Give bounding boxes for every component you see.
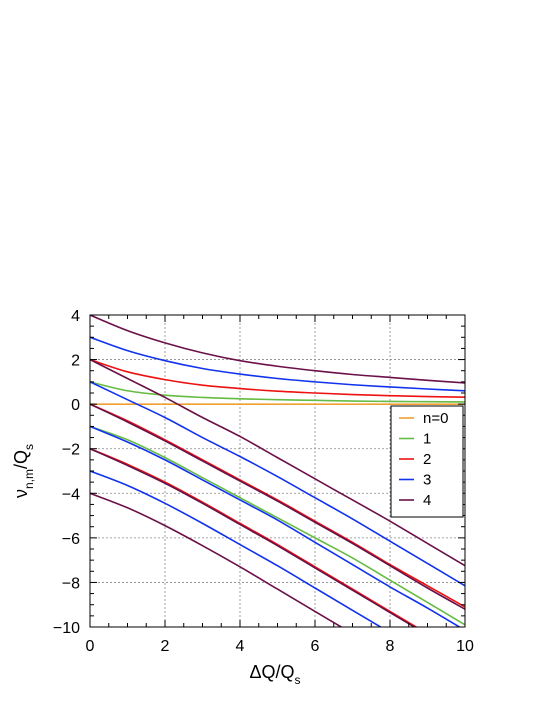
y-axis-label: νn,m/Qs [11,444,36,498]
legend-label-0: n=0 [423,410,448,427]
y-tick-label: −6 [62,531,80,548]
series-line-3-2 [90,425,461,627]
series-line-4-4 [90,492,343,627]
y-tick-label: 0 [71,397,80,414]
legend-label-4: 4 [423,492,431,509]
x-tick-label: 0 [86,638,95,655]
series-line-1-0 [90,381,465,403]
legend-label-3: 3 [423,472,431,489]
x-tick-label: 10 [456,638,474,655]
y-tick-label: 2 [71,353,80,370]
x-axis-label-main: ΔQ/Q [249,662,294,682]
series-line-4-1 [90,358,465,567]
y-tick-label: −4 [62,486,80,503]
series-line-4-3 [90,447,416,627]
series-line-4-0 [90,315,465,384]
y-tick-label: 4 [71,308,80,325]
series-line-4-2 [90,403,465,610]
x-axis-label: ΔQ/Qs [249,662,300,687]
series-line-2-2 [90,447,418,627]
y-tick-label: −10 [53,620,80,637]
x-tick-label: 6 [311,638,320,655]
x-tick-label: 4 [236,638,245,655]
legend-label-2: 2 [423,451,431,468]
y-axis-label-mid: /Q [11,450,31,469]
series-line-3-0 [90,336,465,392]
series-line-1-1 [90,425,465,626]
legend-box [390,405,464,518]
x-tick-label: 2 [161,638,170,655]
y-axis-label-main: ν [11,489,31,498]
series-line-3-3 [90,470,383,627]
tick-labels: 0 2 4 6 8 10 4 2 0 −2 −4 −6 −8 −10 [53,308,474,655]
y-axis-label-sub2: s [22,444,36,450]
y-tick-label: −8 [62,575,80,592]
series-layer [90,315,465,627]
x-axis-label-sub: s [295,673,301,687]
series-line-2-0 [90,358,465,399]
legend: n=0 1 2 3 4 [390,405,464,518]
x-tick-label: 8 [386,638,395,655]
series-line-3-1 [90,381,465,587]
y-axis-label-sub1: n,m [22,469,36,489]
legend-label-1: 1 [423,431,431,448]
series-line-2-1 [90,403,465,608]
y-tick-label: −2 [62,442,80,459]
